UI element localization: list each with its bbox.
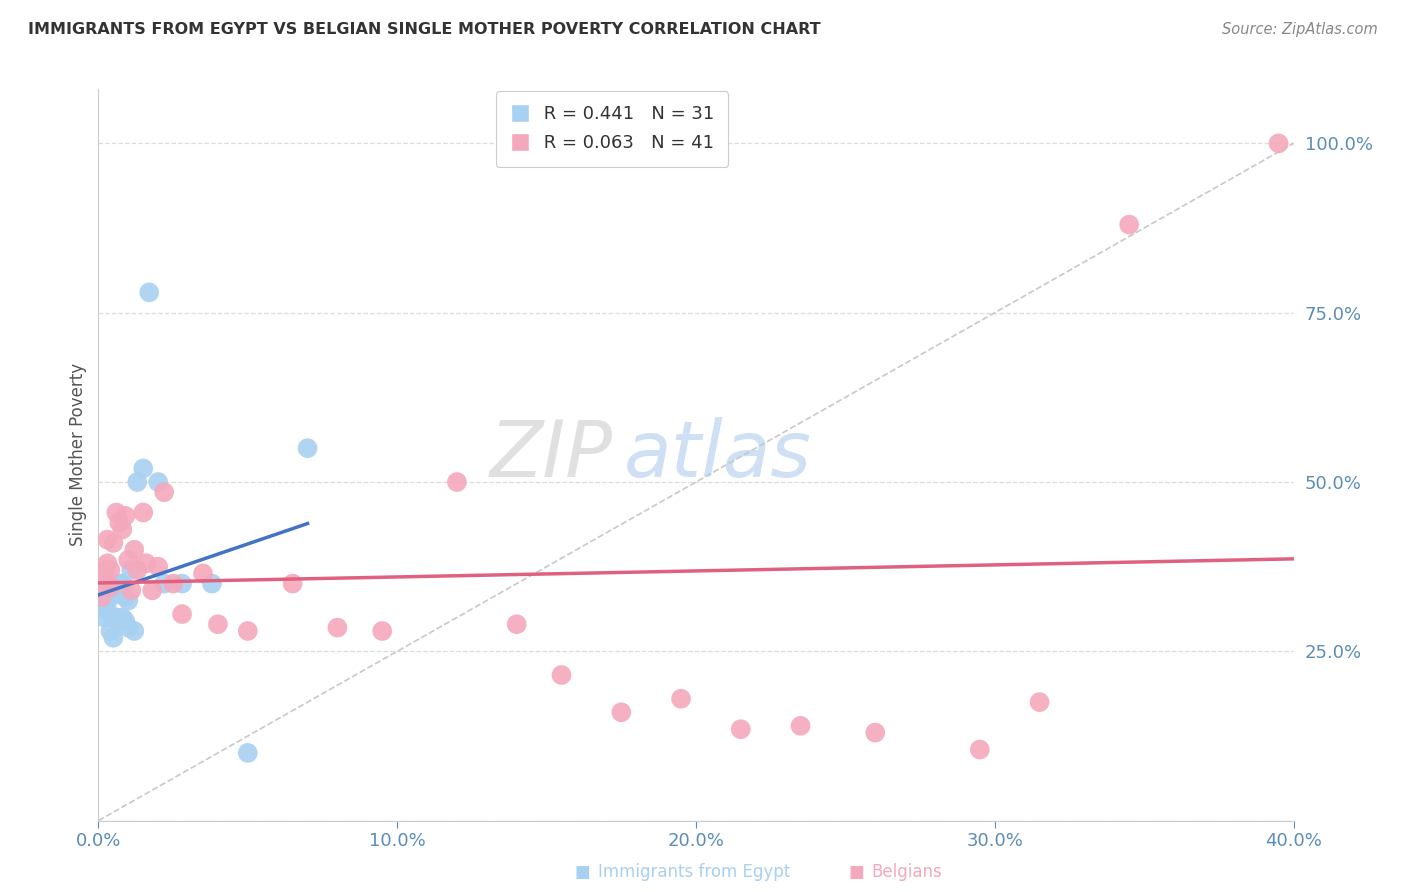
Point <box>789 719 811 733</box>
Point <box>103 610 125 624</box>
Point <box>124 542 146 557</box>
Point <box>96 580 118 594</box>
Text: Immigrants from Egypt: Immigrants from Egypt <box>598 863 790 881</box>
Point <box>135 556 157 570</box>
Point <box>100 624 122 638</box>
Text: ZIP: ZIP <box>489 417 613 493</box>
Point <box>90 590 112 604</box>
Point <box>108 516 131 530</box>
Point <box>201 576 224 591</box>
Point <box>127 475 149 489</box>
Point <box>1118 218 1140 232</box>
Point <box>153 576 176 591</box>
Point <box>297 441 319 455</box>
Point <box>103 587 125 601</box>
Point <box>117 621 139 635</box>
Point <box>153 485 176 500</box>
Point <box>207 617 229 632</box>
Point <box>93 573 115 587</box>
Point <box>96 556 118 570</box>
Point <box>191 566 214 581</box>
Point <box>120 583 142 598</box>
Point <box>446 475 468 489</box>
Y-axis label: Single Mother Poverty: Single Mother Poverty <box>69 363 87 547</box>
Point <box>114 508 136 523</box>
Text: ■: ■ <box>575 863 591 881</box>
Point <box>93 610 115 624</box>
Point <box>117 553 139 567</box>
Point <box>105 580 128 594</box>
Point <box>148 475 170 489</box>
Point <box>281 576 304 591</box>
Text: ■: ■ <box>849 863 865 881</box>
Text: Source: ZipAtlas.com: Source: ZipAtlas.com <box>1222 22 1378 37</box>
Point <box>105 610 128 624</box>
Point <box>100 563 122 577</box>
Point <box>1028 695 1050 709</box>
Point <box>90 587 112 601</box>
Point <box>550 668 572 682</box>
Point <box>669 691 692 706</box>
Point <box>236 746 259 760</box>
Point <box>108 576 131 591</box>
Point <box>108 614 131 628</box>
Point <box>132 506 155 520</box>
Point <box>141 583 163 598</box>
Point <box>865 725 887 739</box>
Point <box>100 580 122 594</box>
Point <box>96 533 118 547</box>
Point <box>730 723 752 737</box>
Point <box>105 506 128 520</box>
Point <box>120 563 142 577</box>
Point <box>111 576 134 591</box>
Point <box>236 624 259 638</box>
Point <box>124 624 146 638</box>
Point <box>132 461 155 475</box>
Point <box>1267 136 1289 151</box>
Point <box>172 607 194 621</box>
Point <box>103 631 125 645</box>
Point <box>93 563 115 577</box>
Text: Belgians: Belgians <box>872 863 942 881</box>
Point <box>114 614 136 628</box>
Point <box>138 285 160 300</box>
Point <box>127 563 149 577</box>
Point <box>96 604 118 618</box>
Point <box>172 576 194 591</box>
Point <box>100 590 122 604</box>
Point <box>371 624 394 638</box>
Point <box>148 559 170 574</box>
Point <box>103 536 125 550</box>
Text: atlas: atlas <box>624 417 813 493</box>
Point <box>162 576 184 591</box>
Legend:  R = 0.441   N = 31,  R = 0.063   N = 41: R = 0.441 N = 31, R = 0.063 N = 41 <box>496 91 728 167</box>
Point <box>610 706 633 720</box>
Point <box>326 621 349 635</box>
Point <box>506 617 529 632</box>
Point <box>93 597 115 611</box>
Text: IMMIGRANTS FROM EGYPT VS BELGIAN SINGLE MOTHER POVERTY CORRELATION CHART: IMMIGRANTS FROM EGYPT VS BELGIAN SINGLE … <box>28 22 821 37</box>
Point <box>114 590 136 604</box>
Point <box>111 610 134 624</box>
Point <box>969 742 991 756</box>
Point <box>111 523 134 537</box>
Point <box>117 593 139 607</box>
